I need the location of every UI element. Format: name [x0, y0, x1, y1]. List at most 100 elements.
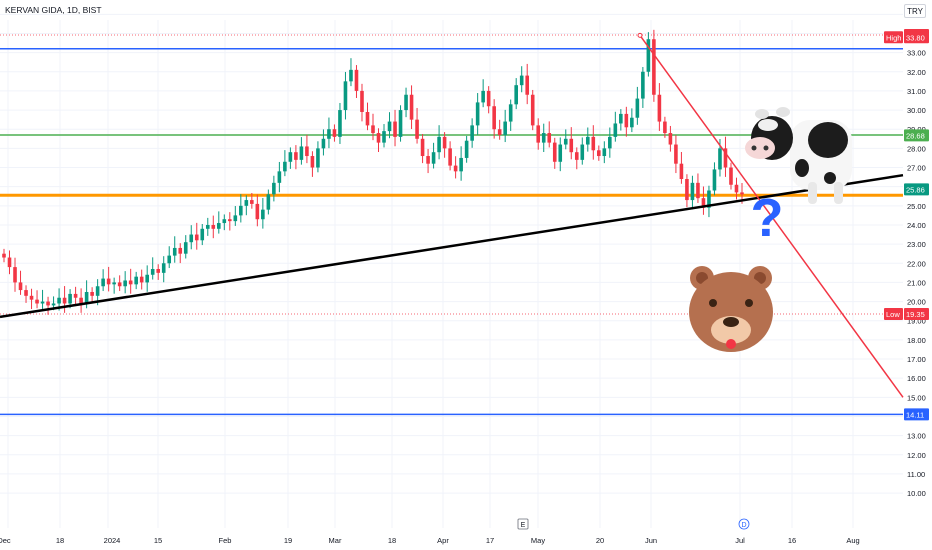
- price-tick-label: 16.00: [907, 374, 926, 383]
- time-tick-label: Jul: [735, 536, 745, 545]
- price-tick-label: 32.00: [907, 68, 926, 77]
- low-tag-label-bg: [884, 308, 903, 321]
- candle-body: [139, 276, 144, 283]
- time-tick-label: 18: [388, 536, 396, 545]
- time-tick-label: 2024: [104, 536, 121, 545]
- candle-body: [552, 142, 557, 162]
- candle-body: [305, 146, 309, 157]
- price-tick-label: 19.00: [907, 317, 926, 326]
- candle-body: [530, 94, 535, 126]
- candle-body: [255, 203, 260, 220]
- candle-body: [541, 133, 546, 143]
- candle-body: [536, 125, 541, 143]
- price-tick-label: 12.00: [907, 451, 926, 460]
- green-level-label-bg: [904, 129, 929, 142]
- price-tick-label: 10.00: [907, 489, 926, 498]
- candle-body: [79, 297, 83, 304]
- support-trendline[interactable]: [0, 173, 904, 319]
- currency-button[interactable]: TRY: [904, 4, 926, 18]
- candle-body: [442, 136, 447, 149]
- symbol-title: KERVAN GIDA, 1D, BIST: [5, 5, 102, 15]
- candle-body: [585, 136, 590, 145]
- dividend-marker[interactable]: [738, 518, 750, 530]
- candle-body: [652, 39, 656, 95]
- candle-body: [723, 148, 728, 168]
- candle-body: [376, 133, 381, 143]
- candle-body: [272, 182, 276, 195]
- candle-body: [299, 146, 304, 160]
- candle-body: [178, 247, 183, 254]
- time-tick-label: 15: [154, 536, 162, 545]
- candle-body: [150, 269, 155, 275]
- candle-body: [13, 267, 17, 283]
- candle-body: [481, 90, 485, 103]
- candle-body: [73, 293, 78, 298]
- candle-body: [519, 75, 524, 86]
- high-tag-label: High: [886, 33, 901, 42]
- candle-body: [503, 121, 507, 135]
- candle-body: [453, 165, 458, 172]
- candle-body: [525, 75, 530, 95]
- candle-body: [470, 125, 474, 141]
- candle-body: [464, 140, 469, 158]
- time-tick-label: Apr: [437, 536, 449, 545]
- price-tick-label: 31.00: [907, 87, 926, 96]
- candle-body: [646, 39, 651, 72]
- resistance-trendline[interactable]: [639, 34, 904, 398]
- candle-body: [685, 179, 689, 201]
- candle-body: [200, 228, 205, 241]
- candle-body: [415, 119, 419, 139]
- low-value-label-bg: [904, 308, 929, 321]
- trendline-handle[interactable]: [637, 32, 643, 38]
- candle-body: [161, 263, 166, 273]
- price-tick-label: 23.00: [907, 240, 926, 249]
- candle-body: [663, 121, 667, 134]
- candle-body: [277, 171, 282, 183]
- candle-body: [172, 247, 177, 256]
- candle-body: [574, 152, 579, 160]
- candle-body: [288, 152, 293, 162]
- candle-body: [228, 219, 232, 222]
- candle-body: [343, 81, 348, 111]
- candle-body: [316, 148, 320, 168]
- candle-body: [261, 209, 265, 220]
- price-tick-label: 28.00: [907, 144, 926, 153]
- candle-body: [233, 215, 238, 222]
- high-value-label: 33.80: [906, 33, 925, 42]
- candle-body: [123, 280, 127, 287]
- candle-body: [514, 85, 518, 105]
- candle-body: [216, 223, 221, 229]
- time-tick-label: Feb: [219, 536, 232, 545]
- candle-body: [580, 144, 585, 160]
- candle-body: [211, 224, 216, 229]
- candle-body: [239, 205, 243, 216]
- candle-body: [624, 113, 629, 128]
- candle-body: [35, 299, 39, 304]
- candle-body: [101, 278, 105, 287]
- candle-body: [332, 129, 337, 137]
- price-tick-label: 11.00: [907, 470, 925, 479]
- time-tick-label: 18: [56, 536, 64, 545]
- candle-body: [718, 148, 722, 170]
- candle-body: [486, 90, 491, 107]
- candle-body: [497, 129, 502, 135]
- candle-body: [194, 234, 199, 241]
- candle-body: [338, 110, 342, 137]
- candle-body: [57, 297, 61, 304]
- green-level-label: 28.68: [906, 131, 925, 140]
- price-tick-label: 24.00: [907, 221, 926, 230]
- question-mark-icon: ?: [751, 188, 784, 248]
- candle-body: [668, 133, 673, 145]
- candle-body: [134, 276, 138, 285]
- candle-body: [327, 129, 331, 139]
- candle-body: [349, 69, 353, 82]
- candle-body: [387, 121, 392, 132]
- candle-body: [563, 138, 568, 145]
- candle-body: [657, 94, 662, 122]
- candle-body: [18, 282, 23, 291]
- candle-body: [62, 297, 67, 304]
- candle-body: [696, 182, 700, 199]
- earnings-marker[interactable]: [517, 518, 529, 530]
